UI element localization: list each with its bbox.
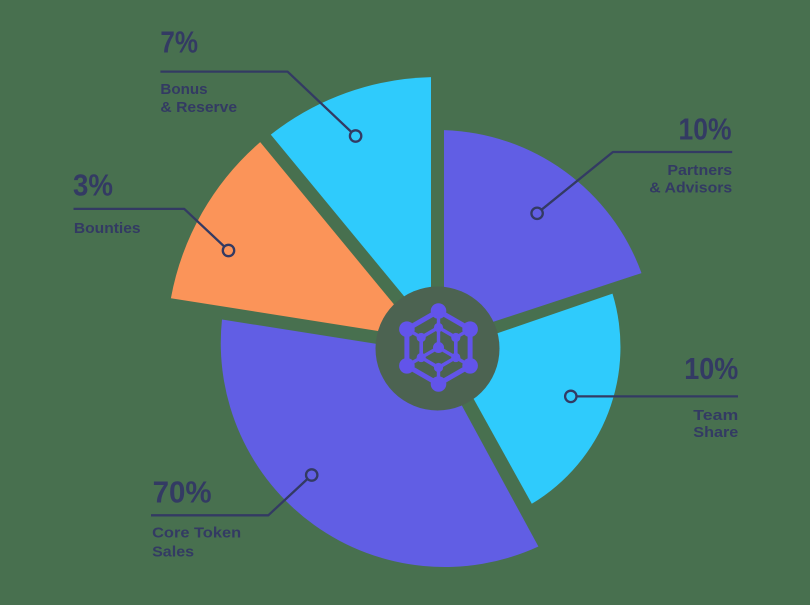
svg-text:& Advisors: & Advisors (649, 180, 732, 197)
svg-text:10%: 10% (679, 113, 732, 147)
svg-text:7%: 7% (160, 26, 198, 60)
svg-text:Bounties: Bounties (74, 220, 141, 237)
svg-text:70%: 70% (153, 476, 212, 510)
svg-text:Bonus: Bonus (160, 81, 207, 98)
svg-text:Team: Team (693, 407, 738, 424)
svg-text:Sales: Sales (152, 543, 194, 560)
svg-text:10%: 10% (684, 352, 738, 386)
svg-text:Partners: Partners (667, 162, 732, 179)
svg-text:Core Token: Core Token (152, 524, 241, 541)
svg-text:Share: Share (693, 424, 738, 441)
svg-text:3%: 3% (73, 169, 113, 203)
svg-text:& Reserve: & Reserve (160, 99, 237, 116)
